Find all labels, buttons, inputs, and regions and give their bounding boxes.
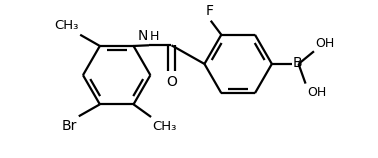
- Text: OH: OH: [307, 86, 326, 99]
- Text: OH: OH: [315, 37, 335, 50]
- Text: CH₃: CH₃: [152, 120, 177, 133]
- Text: F: F: [205, 4, 213, 18]
- Text: N: N: [138, 29, 148, 43]
- Text: Br: Br: [61, 119, 77, 133]
- Text: B: B: [292, 56, 302, 70]
- Text: O: O: [166, 75, 177, 89]
- Text: CH₃: CH₃: [54, 19, 79, 32]
- Text: H: H: [150, 30, 159, 43]
